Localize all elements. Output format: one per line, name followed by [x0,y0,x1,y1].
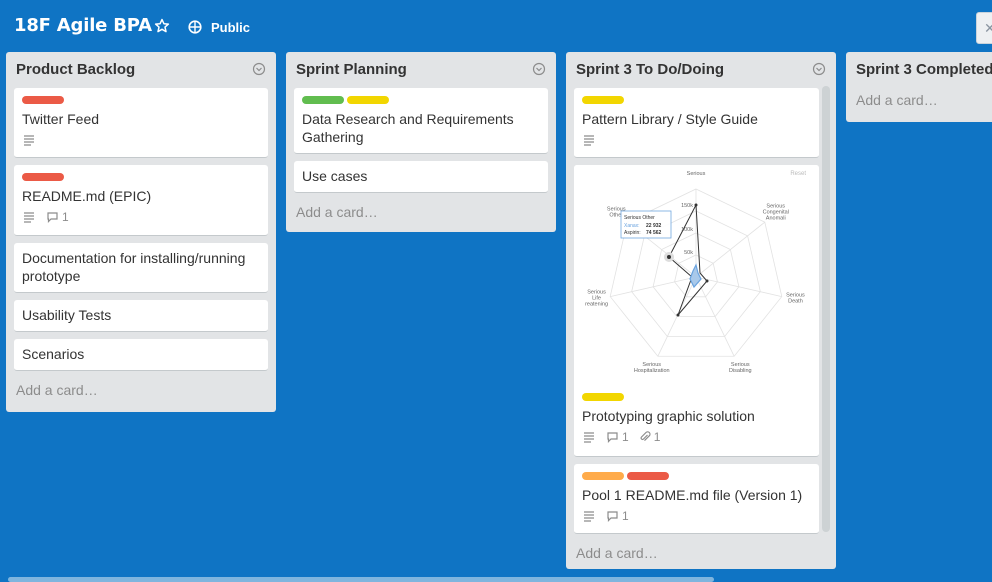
board-header: 18F Agile BPA Public ✕ [0,0,992,52]
card-title: Usability Tests [22,307,112,323]
comment-badge: 1 [606,507,629,525]
card-pattern-library[interactable]: Pattern Library / Style Guide [574,88,819,158]
card-label-yellow [347,96,389,104]
radar-axis-label: Serious Life reatening [585,290,608,308]
description-icon [24,212,34,223]
add-card-link[interactable]: Add a card… [296,204,378,220]
list-menu-icon[interactable] [812,62,826,76]
show-menu-button[interactable]: ✕ [976,12,992,44]
tick-100k: 100k [681,227,693,233]
list-title[interactable]: Sprint 3 Completed [856,61,992,78]
comment-icon [607,432,618,443]
radar-axis-label: Serious Congenital Anomali [763,203,789,221]
globe-icon [188,20,202,34]
list-header: Product Backlog [6,52,276,88]
list-title[interactable]: Product Backlog [16,61,136,78]
radar-axis-label: Serious [687,171,706,177]
list-header: Sprint 3 To Do/Doing [566,52,836,88]
card-label-green [302,96,344,104]
tooltip-series-1: Xanax: [624,223,640,229]
card-label-red [22,173,64,181]
comment-badge: 1 [606,428,629,446]
card-data-research[interactable]: Data Research and Requirements Gathering [294,88,548,154]
list-sprint-planning: Sprint Planning Data Research and Requir… [286,52,556,232]
description-icon [584,511,594,522]
card-readme-epic[interactable]: README.md (EPIC) 1 [14,165,268,236]
description-icon [24,135,34,146]
add-card-link[interactable]: Add a card… [16,382,98,398]
comment-icon [607,511,618,522]
card-title: Prototyping graphic solution [582,408,755,424]
card-scenarios[interactable]: Scenarios [14,339,268,371]
card-usability-tests[interactable]: Usability Tests [14,300,268,332]
card-label-yellow [582,96,624,104]
card-prototyping-graphic[interactable]: Serious Serious Congenital Anomali Serious De… [574,165,819,457]
card-use-cases[interactable]: Use cases [294,161,548,193]
comment-icon [47,212,58,223]
card-label-red [627,472,669,480]
comment-badge: 1 [46,208,69,226]
tooltip-value-2: 74 562 [646,230,662,236]
card-title: Twitter Feed [22,111,100,127]
radar-axis-label: Serious Disabling [729,362,752,374]
list-header: Sprint Planning [286,52,556,88]
tooltip-title: Serious Other [624,215,655,221]
star-icon[interactable] [154,18,170,34]
add-card-link[interactable]: Add a card… [856,92,938,108]
chart-tooltip: Serious Other Xanax: 22 932 Aspirin: 74 … [620,210,672,239]
card-title: Documentation for installing/running pro… [22,250,246,284]
card-label-red [22,96,64,104]
list-sprint3-completed: Sprint 3 Completed Add a card… [846,52,992,122]
card-pool1-readme[interactable]: Pool 1 README.md file (Version 1) 1 [574,464,819,534]
card-twitter-feed[interactable]: Twitter Feed [14,88,268,158]
card-title: Scenarios [22,346,85,362]
card-title: Pool 1 README.md file (Version 1) [582,487,803,503]
attachment-badge: 1 [639,428,661,446]
radar-axis-label: Serious Hospitalization [634,362,670,374]
list-scrollbar[interactable] [822,86,830,532]
reset-link: Reset [790,171,806,177]
visibility-button[interactable]: Public [188,18,250,36]
comment-count: 1 [62,210,69,224]
card-label-yellow [582,393,624,401]
list-menu-icon[interactable] [532,62,546,76]
description-icon [584,135,594,146]
board-title[interactable]: 18F Agile BPA [14,15,152,36]
card-title: README.md (EPIC) [22,188,152,204]
card-title: Pattern Library / Style Guide [582,111,758,127]
list-sprint3-todo: Sprint 3 To Do/Doing Pattern Library / S… [566,52,836,569]
tooltip-series-2: Aspirin: [624,230,641,236]
tick-50k: 50k [684,250,693,256]
radar-chart-thumbnail: Serious Serious Congenital Anomali Serious De… [585,171,806,374]
radar-axis-label: Serious Other [607,206,626,218]
visibility-label: Public [211,19,251,35]
list-menu-icon[interactable] [252,62,266,76]
card-cover-image: Serious Serious Congenital Anomali Serious De… [574,165,819,385]
tick-150k: 150k [681,203,693,209]
list-title[interactable]: Sprint 3 To Do/Doing [576,61,725,78]
card-title: Data Research and Requirements Gathering [302,111,514,145]
radar-axis-label: Serious Death [786,293,805,305]
list-product-backlog: Product Backlog Twitter Feed README.md (… [6,52,276,412]
description-icon [584,432,594,443]
tooltip-value-1: 22 932 [646,223,662,229]
list-header: Sprint 3 Completed [846,52,992,88]
list-title[interactable]: Sprint Planning [296,61,407,78]
card-documentation[interactable]: Documentation for installing/running pro… [14,243,268,293]
card-title: Use cases [302,168,368,184]
add-card-link[interactable]: Add a card… [576,545,658,561]
card-label-orange [582,472,624,480]
comment-count: 1 [622,509,629,523]
paperclip-icon [640,431,651,442]
attachment-count: 1 [653,430,661,444]
board-scrollbar[interactable] [8,577,714,582]
comment-count: 1 [622,430,629,444]
